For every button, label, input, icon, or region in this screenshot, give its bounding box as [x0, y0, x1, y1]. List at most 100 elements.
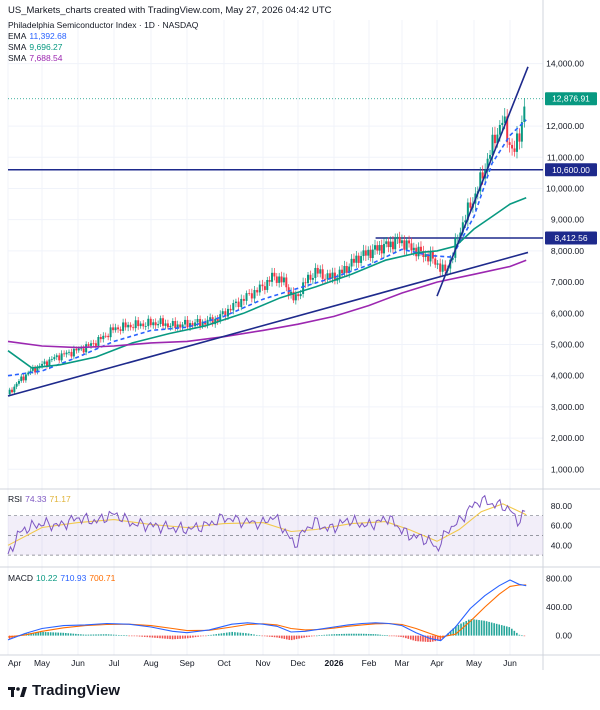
macd-histogram-bar [95, 634, 97, 636]
macd-histogram-bar [276, 635, 278, 638]
macd-histogram-bar [511, 628, 513, 636]
macd-histogram-bar [323, 634, 326, 636]
candle-body [50, 359, 53, 361]
macd-histogram-bar [247, 633, 250, 636]
macd-histogram-bar [303, 635, 305, 638]
candle-body [29, 370, 32, 373]
macd-signal-value: 700.71 [89, 573, 116, 583]
candle-body [137, 320, 140, 327]
macd-histogram-bar [336, 634, 338, 636]
macd-histogram-bar [286, 635, 288, 640]
price-tick-label: 2,000.00 [551, 433, 584, 443]
candle-body [82, 348, 85, 353]
price-axis[interactable]: 1,000.00 2,000.00 3,000.00 4,000.00 5,000.00… [545, 59, 597, 641]
candle-body [268, 280, 271, 282]
candle-body [219, 314, 222, 322]
macd-histogram-bar [197, 635, 199, 637]
candle-body [13, 386, 16, 393]
candle-body [68, 351, 70, 353]
candle-body [299, 293, 302, 297]
candle-body [367, 249, 370, 256]
candle-body [292, 291, 295, 301]
macd-pane[interactable] [7, 579, 527, 643]
price-tick-label: 14,000.00 [546, 59, 584, 69]
candle-body [58, 355, 61, 361]
candle-body [376, 245, 379, 251]
macd-histogram-bar [318, 635, 321, 636]
macd-histogram-bar [44, 632, 47, 636]
macd-histogram-bar [261, 635, 264, 637]
macd-histogram-bar [470, 619, 473, 636]
price-pane[interactable] [7, 66, 543, 397]
sma2-label: SMA [8, 53, 27, 63]
candle-body [102, 335, 105, 340]
price-tick-label: 3,000.00 [551, 402, 584, 412]
price-tick-label: 4,000.00 [551, 371, 584, 381]
ema-legend: EMA 11,392.68 [8, 31, 198, 42]
candle-body [419, 246, 422, 252]
macd-histogram-bar [245, 633, 247, 636]
rsi-ma-line [7, 503, 527, 546]
rsi-ma-value: 71.17 [49, 494, 71, 504]
macd-histogram-bar [338, 634, 341, 636]
candle-body [436, 263, 439, 265]
candle-body [240, 298, 243, 308]
macd-histogram-bar [348, 633, 350, 636]
macd-histogram-bar [488, 621, 490, 636]
candle-body [396, 236, 399, 239]
candle-body [204, 321, 207, 325]
candle-body [518, 133, 521, 142]
candle-body [124, 322, 127, 328]
price-legend: Philadelphia Semiconductor Index · 1D · … [8, 20, 198, 64]
macd-histogram-bar [141, 635, 143, 637]
candle-body [294, 294, 297, 301]
candle-body [209, 317, 212, 320]
macd-histogram-bar [365, 633, 367, 636]
candle-body [321, 269, 324, 279]
trendline [7, 251, 529, 397]
macd-histogram-bar [179, 635, 181, 639]
macd-histogram-bar [258, 635, 261, 637]
macd-histogram-bar [212, 634, 215, 636]
macd-histogram-bar [290, 635, 293, 641]
candle-body [142, 323, 145, 327]
macd-histogram-bar [128, 635, 130, 637]
macd-histogram-bar [120, 635, 123, 636]
macd-legend: MACD 10.22 710.93 700.71 [8, 573, 115, 584]
candle-body [166, 323, 169, 328]
symbol-title: Philadelphia Semiconductor Index · 1D · … [8, 20, 199, 30]
candle-body [181, 324, 184, 328]
macd-histogram-bar [228, 632, 231, 636]
macd-signal-line [7, 584, 527, 638]
time-tick-label: Feb [362, 658, 377, 668]
candle-body [360, 256, 363, 263]
macd-histogram-bar [181, 635, 184, 639]
price-label-box [545, 92, 597, 106]
candle-body [134, 320, 137, 329]
macd-histogram-bar [82, 634, 85, 636]
candle-body [520, 122, 523, 142]
time-axis[interactable]: Apr May Jun Jul Aug Sep Oct Nov Dec 2026 Feb Mar Apr… [8, 658, 517, 668]
macd-histogram-bar [253, 634, 255, 636]
macd-histogram-bar [390, 635, 393, 637]
candle-body [90, 343, 93, 346]
tradingview-logo[interactable]: TradingView [8, 682, 120, 699]
candle-body [97, 337, 100, 346]
macd-histogram-bar [39, 632, 42, 636]
macd-histogram-bar [149, 635, 151, 638]
candle-body [493, 134, 496, 144]
macd-histogram-bar [315, 635, 318, 637]
candle-body [45, 361, 48, 367]
macd-histogram-bar [521, 635, 523, 637]
candle-body [87, 344, 90, 346]
candle-body [378, 245, 381, 251]
candle-body [491, 134, 494, 155]
rsi-pane[interactable] [7, 494, 543, 556]
macd-histogram-bar [107, 634, 110, 636]
macd-histogram-bar [355, 633, 358, 636]
candle-body [31, 367, 34, 371]
candle-body [147, 318, 150, 327]
macd-histogram-bar [281, 635, 283, 639]
macd-histogram-bar [386, 635, 388, 637]
